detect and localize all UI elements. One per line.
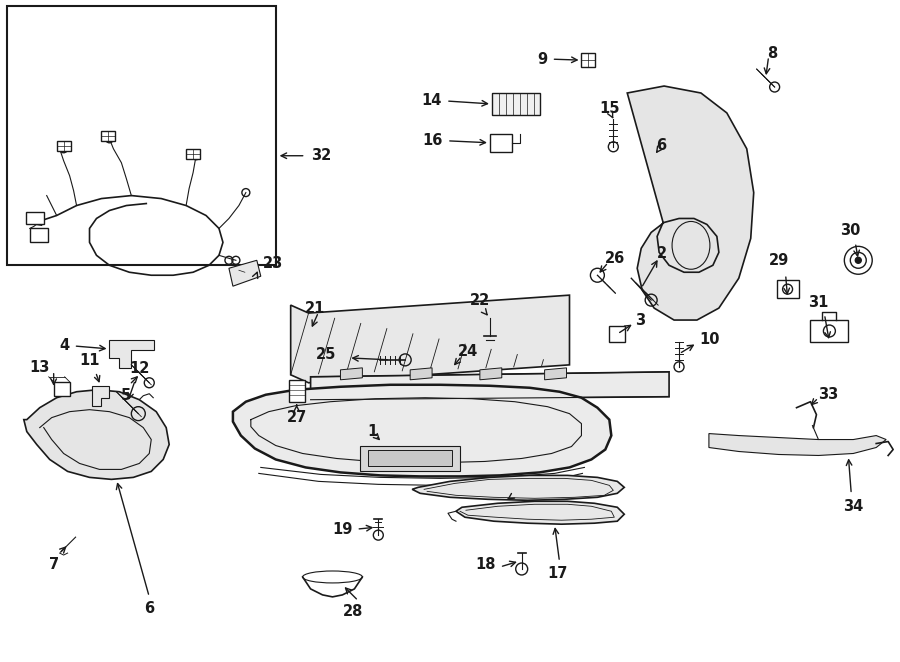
Text: 27: 27 xyxy=(286,410,307,424)
Bar xyxy=(581,53,596,67)
Polygon shape xyxy=(368,451,452,467)
Text: 4: 4 xyxy=(59,338,69,354)
Polygon shape xyxy=(23,390,169,479)
Bar xyxy=(490,134,512,152)
Polygon shape xyxy=(412,475,625,500)
Text: 7: 7 xyxy=(49,557,58,572)
Bar xyxy=(102,131,115,141)
Text: 32: 32 xyxy=(310,148,331,164)
Text: 14: 14 xyxy=(422,93,442,109)
Text: 29: 29 xyxy=(769,254,788,268)
Polygon shape xyxy=(544,368,566,380)
Text: 22: 22 xyxy=(470,293,490,308)
Bar xyxy=(609,326,626,342)
Text: 5: 5 xyxy=(122,388,131,402)
Text: 33: 33 xyxy=(818,387,839,402)
Bar xyxy=(777,280,798,298)
Bar xyxy=(57,141,70,151)
Text: 6: 6 xyxy=(656,138,666,154)
Text: 13: 13 xyxy=(30,360,50,375)
Polygon shape xyxy=(709,434,886,455)
Bar xyxy=(7,7,275,265)
Polygon shape xyxy=(110,340,154,368)
Text: 16: 16 xyxy=(423,133,443,148)
Text: 19: 19 xyxy=(332,522,353,537)
Polygon shape xyxy=(310,372,669,400)
Text: 6: 6 xyxy=(144,601,154,616)
Polygon shape xyxy=(410,368,432,380)
Polygon shape xyxy=(360,446,460,471)
Text: 25: 25 xyxy=(316,348,337,362)
Bar xyxy=(54,382,69,396)
Polygon shape xyxy=(627,86,753,320)
Text: 2: 2 xyxy=(657,246,667,261)
Text: 23: 23 xyxy=(263,256,283,271)
Polygon shape xyxy=(233,385,611,477)
Polygon shape xyxy=(340,368,363,380)
Text: 11: 11 xyxy=(79,353,100,368)
Text: 10: 10 xyxy=(699,332,719,348)
Polygon shape xyxy=(229,260,261,286)
Text: 20: 20 xyxy=(491,503,512,518)
Bar xyxy=(811,320,849,342)
Text: 21: 21 xyxy=(304,301,325,316)
Text: 31: 31 xyxy=(808,295,829,310)
Text: 17: 17 xyxy=(547,566,568,581)
Text: 30: 30 xyxy=(840,223,860,238)
Text: 24: 24 xyxy=(458,344,478,359)
Bar xyxy=(491,93,540,115)
Text: 8: 8 xyxy=(767,46,777,61)
Polygon shape xyxy=(291,295,570,383)
Text: 3: 3 xyxy=(635,312,645,328)
Bar xyxy=(289,380,304,402)
Polygon shape xyxy=(92,386,110,406)
Circle shape xyxy=(855,258,861,263)
Text: 34: 34 xyxy=(843,499,863,514)
Bar xyxy=(26,213,44,224)
Text: 26: 26 xyxy=(606,251,626,266)
Text: 12: 12 xyxy=(130,361,149,376)
Polygon shape xyxy=(456,501,625,524)
Text: 1: 1 xyxy=(367,424,377,439)
Text: 18: 18 xyxy=(475,557,496,571)
Text: 28: 28 xyxy=(343,604,364,619)
Text: 9: 9 xyxy=(537,52,547,67)
Bar xyxy=(30,228,48,242)
Text: 15: 15 xyxy=(599,101,619,116)
Polygon shape xyxy=(480,368,502,380)
Bar xyxy=(186,149,200,159)
